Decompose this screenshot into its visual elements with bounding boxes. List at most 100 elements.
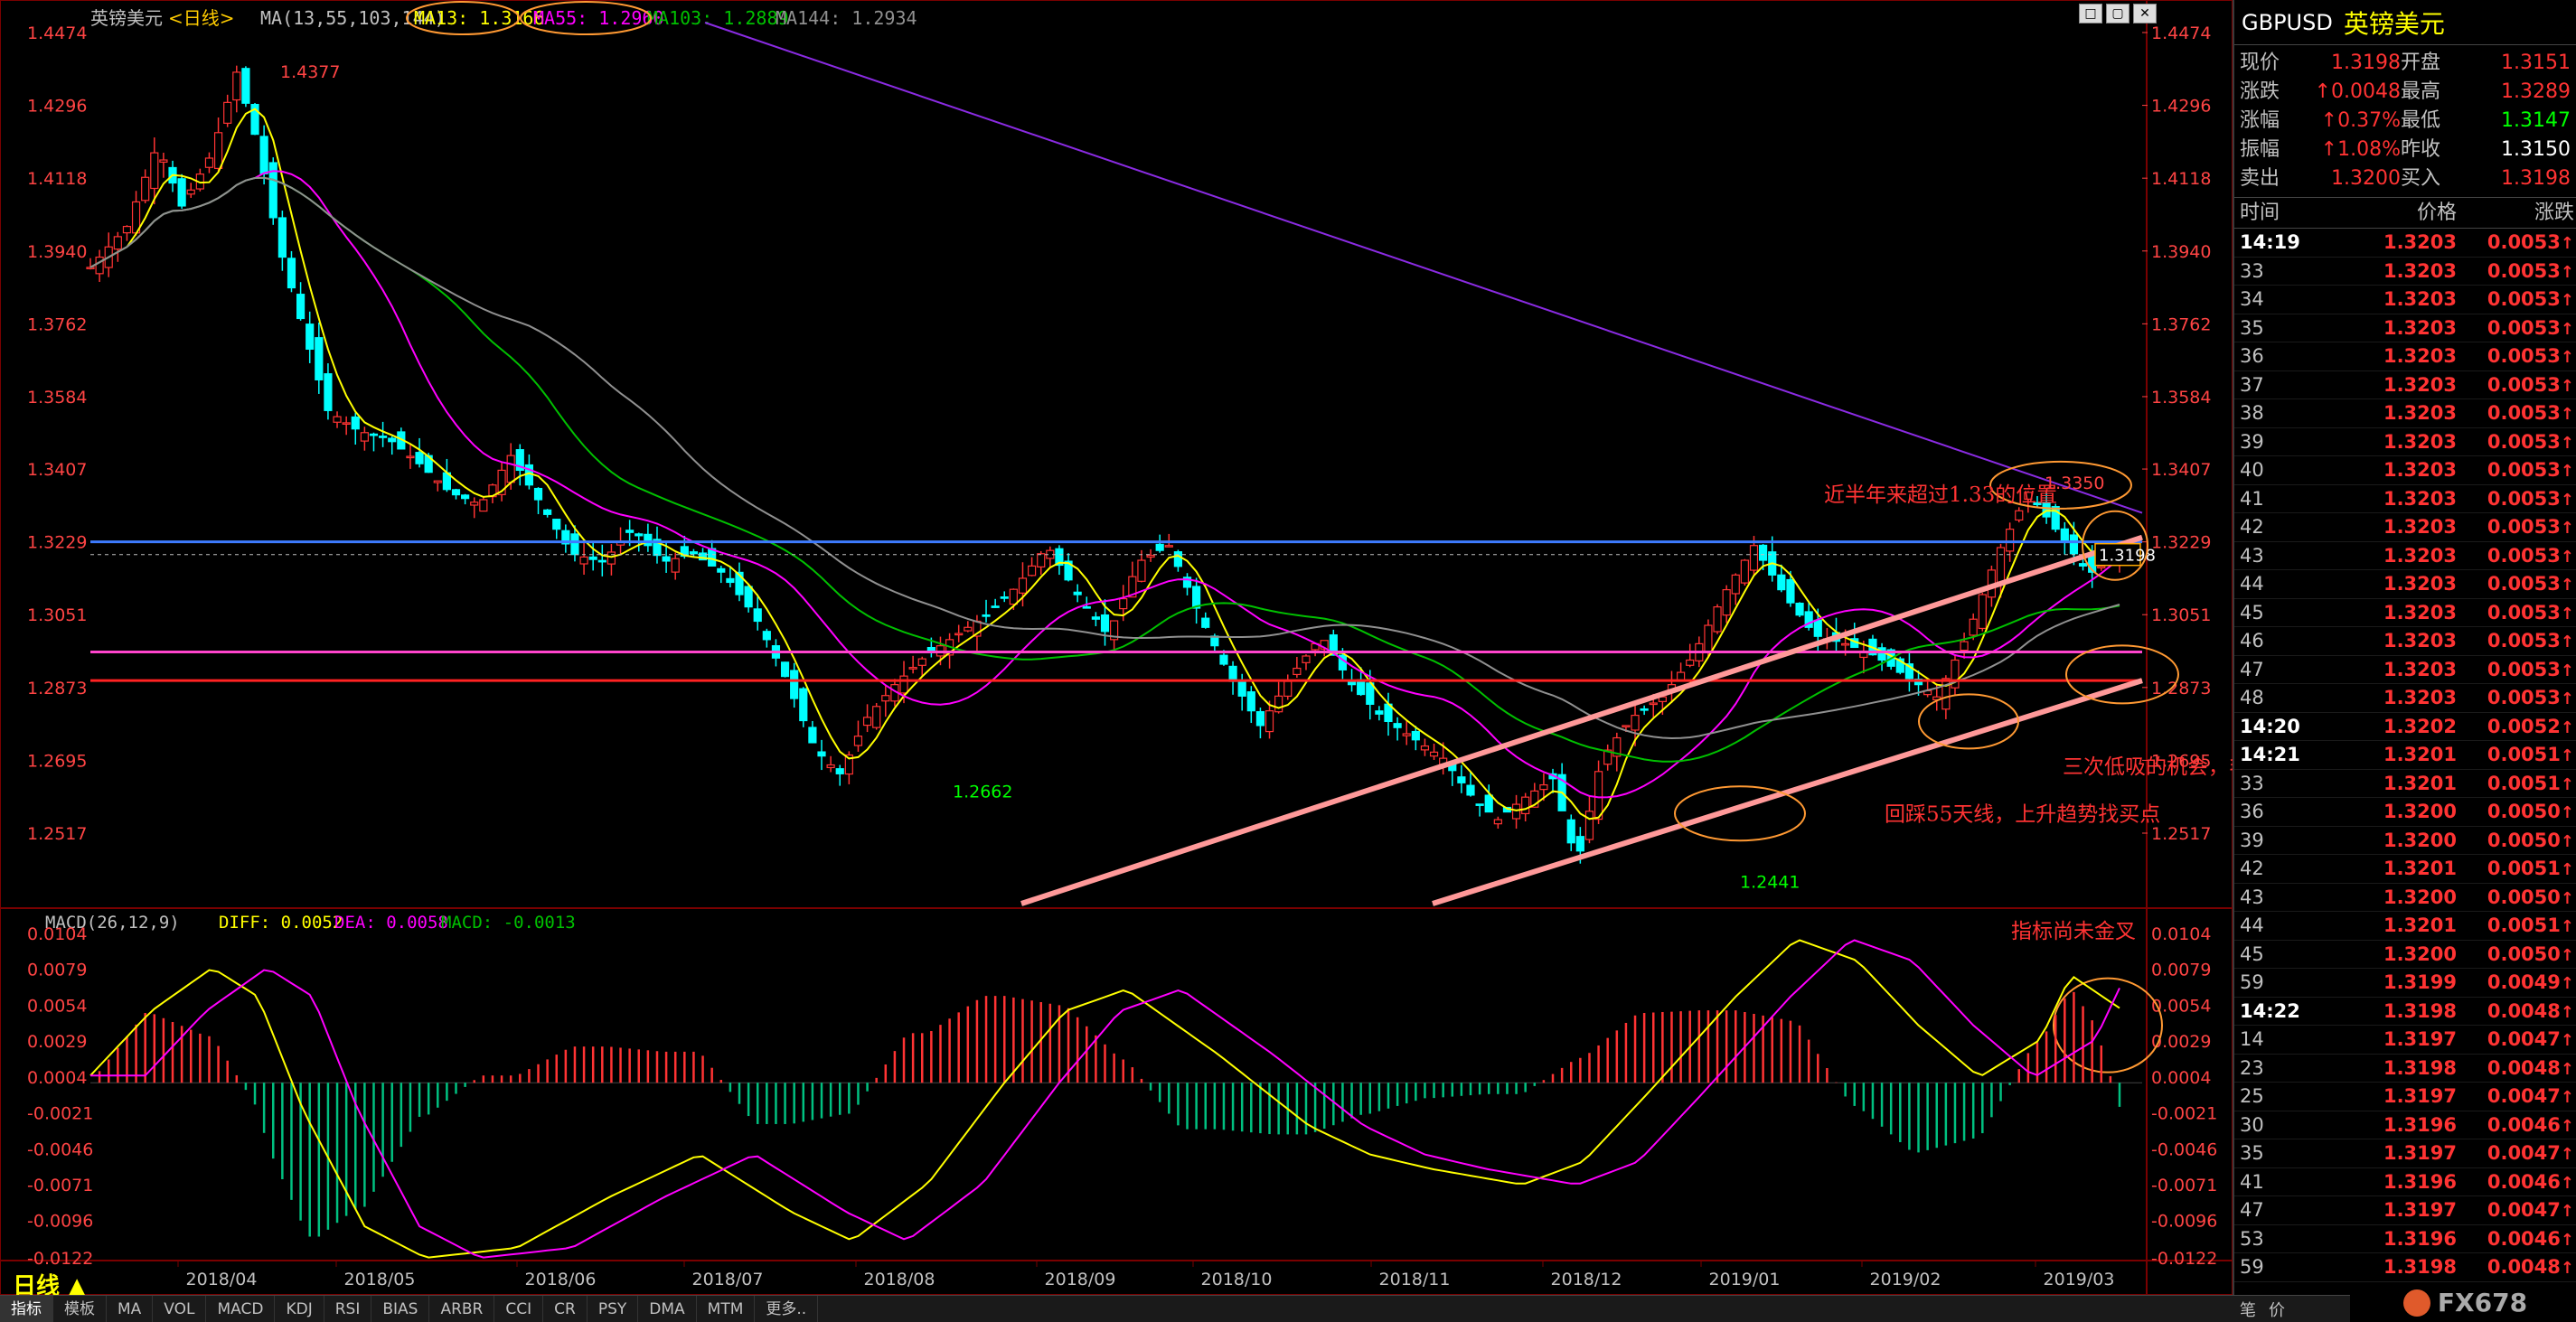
candle-down (1329, 634, 1338, 656)
tick-change: 0.0053 (2457, 229, 2574, 258)
candle-up (2024, 492, 2033, 501)
candle-down (735, 571, 744, 595)
candle-down (2078, 563, 2088, 567)
date-tick: 2019/03 (2044, 1270, 2115, 1289)
tick-price: 1.3203 (2383, 601, 2457, 623)
tick-change: 0.0048 (2457, 1253, 2574, 1283)
price-tick-right: 1.4296 (2151, 97, 2211, 117)
quote-v1: ↑0.0048 (2314, 80, 2401, 103)
tick-price: 1.3203 (2383, 658, 2457, 680)
tick-row: 47 1.3197 0.0047 (2234, 1196, 2576, 1225)
tick-row: 46 1.3203 0.0053 (2234, 627, 2576, 656)
tick-change: 0.0050 (2457, 941, 2574, 970)
tab-5[interactable]: KDJ (275, 1295, 324, 1322)
candle-down (597, 559, 606, 563)
date-tick: 2018/07 (692, 1270, 764, 1289)
kline-chart-area[interactable]: 英镑美元 <日线> MA(13,55,103,144) MA13: 1.3166 MA5… (0, 0, 2233, 1322)
restore-icon[interactable]: □ (2079, 4, 2102, 23)
candle-up (1841, 642, 1850, 646)
candle-up (506, 455, 515, 483)
candle-up (881, 695, 890, 702)
candle-down (561, 530, 570, 545)
trend-line-upper (1020, 534, 2143, 906)
tab-10[interactable]: CR (543, 1295, 588, 1322)
ma144-value: MA144: 1.2934 (776, 7, 917, 29)
tab-2[interactable]: MA (107, 1295, 154, 1322)
candle-down (982, 614, 991, 617)
tick-time: 33 (2240, 259, 2264, 282)
candle-up (853, 736, 863, 746)
candle-down (552, 519, 561, 530)
candle-up (1740, 559, 1749, 584)
tab-13[interactable]: MTM (697, 1295, 756, 1322)
tick-time: 39 (2240, 829, 2264, 851)
tab-9[interactable]: CCI (494, 1295, 544, 1322)
tick-time: 36 (2240, 345, 2264, 367)
tick-price: 1.3197 (2383, 1199, 2457, 1221)
candle-up (1320, 640, 1329, 650)
candle-up (1493, 819, 1502, 825)
quote-l2: 开盘 (2401, 52, 2441, 74)
candle-down (644, 533, 653, 547)
candle-down (351, 416, 360, 430)
candle-down (1475, 803, 1484, 806)
candle-up (1146, 554, 1155, 558)
tick-price: 1.3203 (2383, 630, 2457, 652)
tab-8[interactable]: ARBR (429, 1295, 495, 1322)
tick-row: 23 1.3198 0.0048 (2234, 1055, 2576, 1083)
tick-time: 25 (2240, 1085, 2264, 1107)
tick-list[interactable]: 14:191.32030.0053331.32030.0053341.32030… (2234, 229, 2576, 1282)
tab-0[interactable]: 指标 (0, 1295, 53, 1322)
candle-down (1777, 574, 1786, 591)
close-icon[interactable]: ✕ (2133, 4, 2157, 23)
candle-up (1009, 588, 1018, 605)
candle-up (1539, 783, 1548, 791)
candle-down (1484, 794, 1493, 813)
candle-up (1960, 641, 1969, 652)
tick-price: 1.3196 (2383, 1113, 2457, 1136)
candle-up (1137, 559, 1146, 582)
candle-down (515, 449, 524, 472)
candle-up (497, 469, 506, 495)
tick-row: 42 1.3201 0.0051 (2234, 855, 2576, 884)
kline-chart-svg[interactable]: 英镑美元 <日线> MA(13,55,103,144)MA13: 1.3166MA5… (0, 0, 2233, 1295)
footer-btn-price[interactable]: 价 (2269, 1300, 2285, 1320)
tab-11[interactable]: PSY (588, 1295, 639, 1322)
price-tick-right: 1.2517 (2151, 824, 2211, 844)
tab-6[interactable]: RSI (324, 1295, 372, 1322)
candle-up (333, 416, 342, 423)
tick-change: 0.0047 (2457, 1139, 2574, 1169)
tick-time: 41 (2240, 487, 2264, 510)
candle-down (324, 373, 333, 411)
tab-3[interactable]: VOL (153, 1295, 207, 1322)
candle-down (1091, 616, 1100, 620)
ticks-header-time: 时间 (2240, 202, 2280, 224)
candle-down (1192, 586, 1201, 609)
price-tick-left: 1.3940 (27, 242, 87, 262)
tab-12[interactable]: DMA (638, 1295, 697, 1322)
tab-7[interactable]: BIAS (371, 1295, 430, 1322)
candle-down (808, 727, 817, 744)
tab-14[interactable]: 更多.. (755, 1295, 819, 1322)
tick-change: 0.0053 (2457, 656, 2574, 686)
minimize-icon[interactable]: ▢ (2106, 4, 2129, 23)
tab-1[interactable]: 模板 (53, 1295, 107, 1322)
tick-price: 1.3203 (2383, 231, 2457, 253)
candle-up (2006, 529, 2015, 552)
tick-time: 14:20 (2240, 715, 2300, 737)
price-tick-left: 1.4296 (27, 97, 87, 117)
footer-btn-pen[interactable]: 笔 (2240, 1300, 2256, 1320)
quote-l1: 涨跌 (2240, 80, 2280, 103)
tick-change: 0.0053 (2457, 570, 2574, 600)
annotation-3: 回踩55天线，上升趋势找买点 (1885, 802, 2160, 826)
price-tick-right: 1.3051 (2151, 605, 2211, 625)
candle-down (1255, 710, 1265, 727)
candle-up (232, 71, 241, 101)
candle-down (1073, 591, 1082, 595)
candle-up (964, 626, 973, 632)
candle-down (250, 104, 259, 136)
tick-row: 53 1.3196 0.0046 (2234, 1225, 2576, 1253)
date-tick: 2018/10 (1201, 1270, 1273, 1289)
tab-4[interactable]: MACD (206, 1295, 276, 1322)
quote-v2: 1.3150 (2501, 138, 2571, 161)
